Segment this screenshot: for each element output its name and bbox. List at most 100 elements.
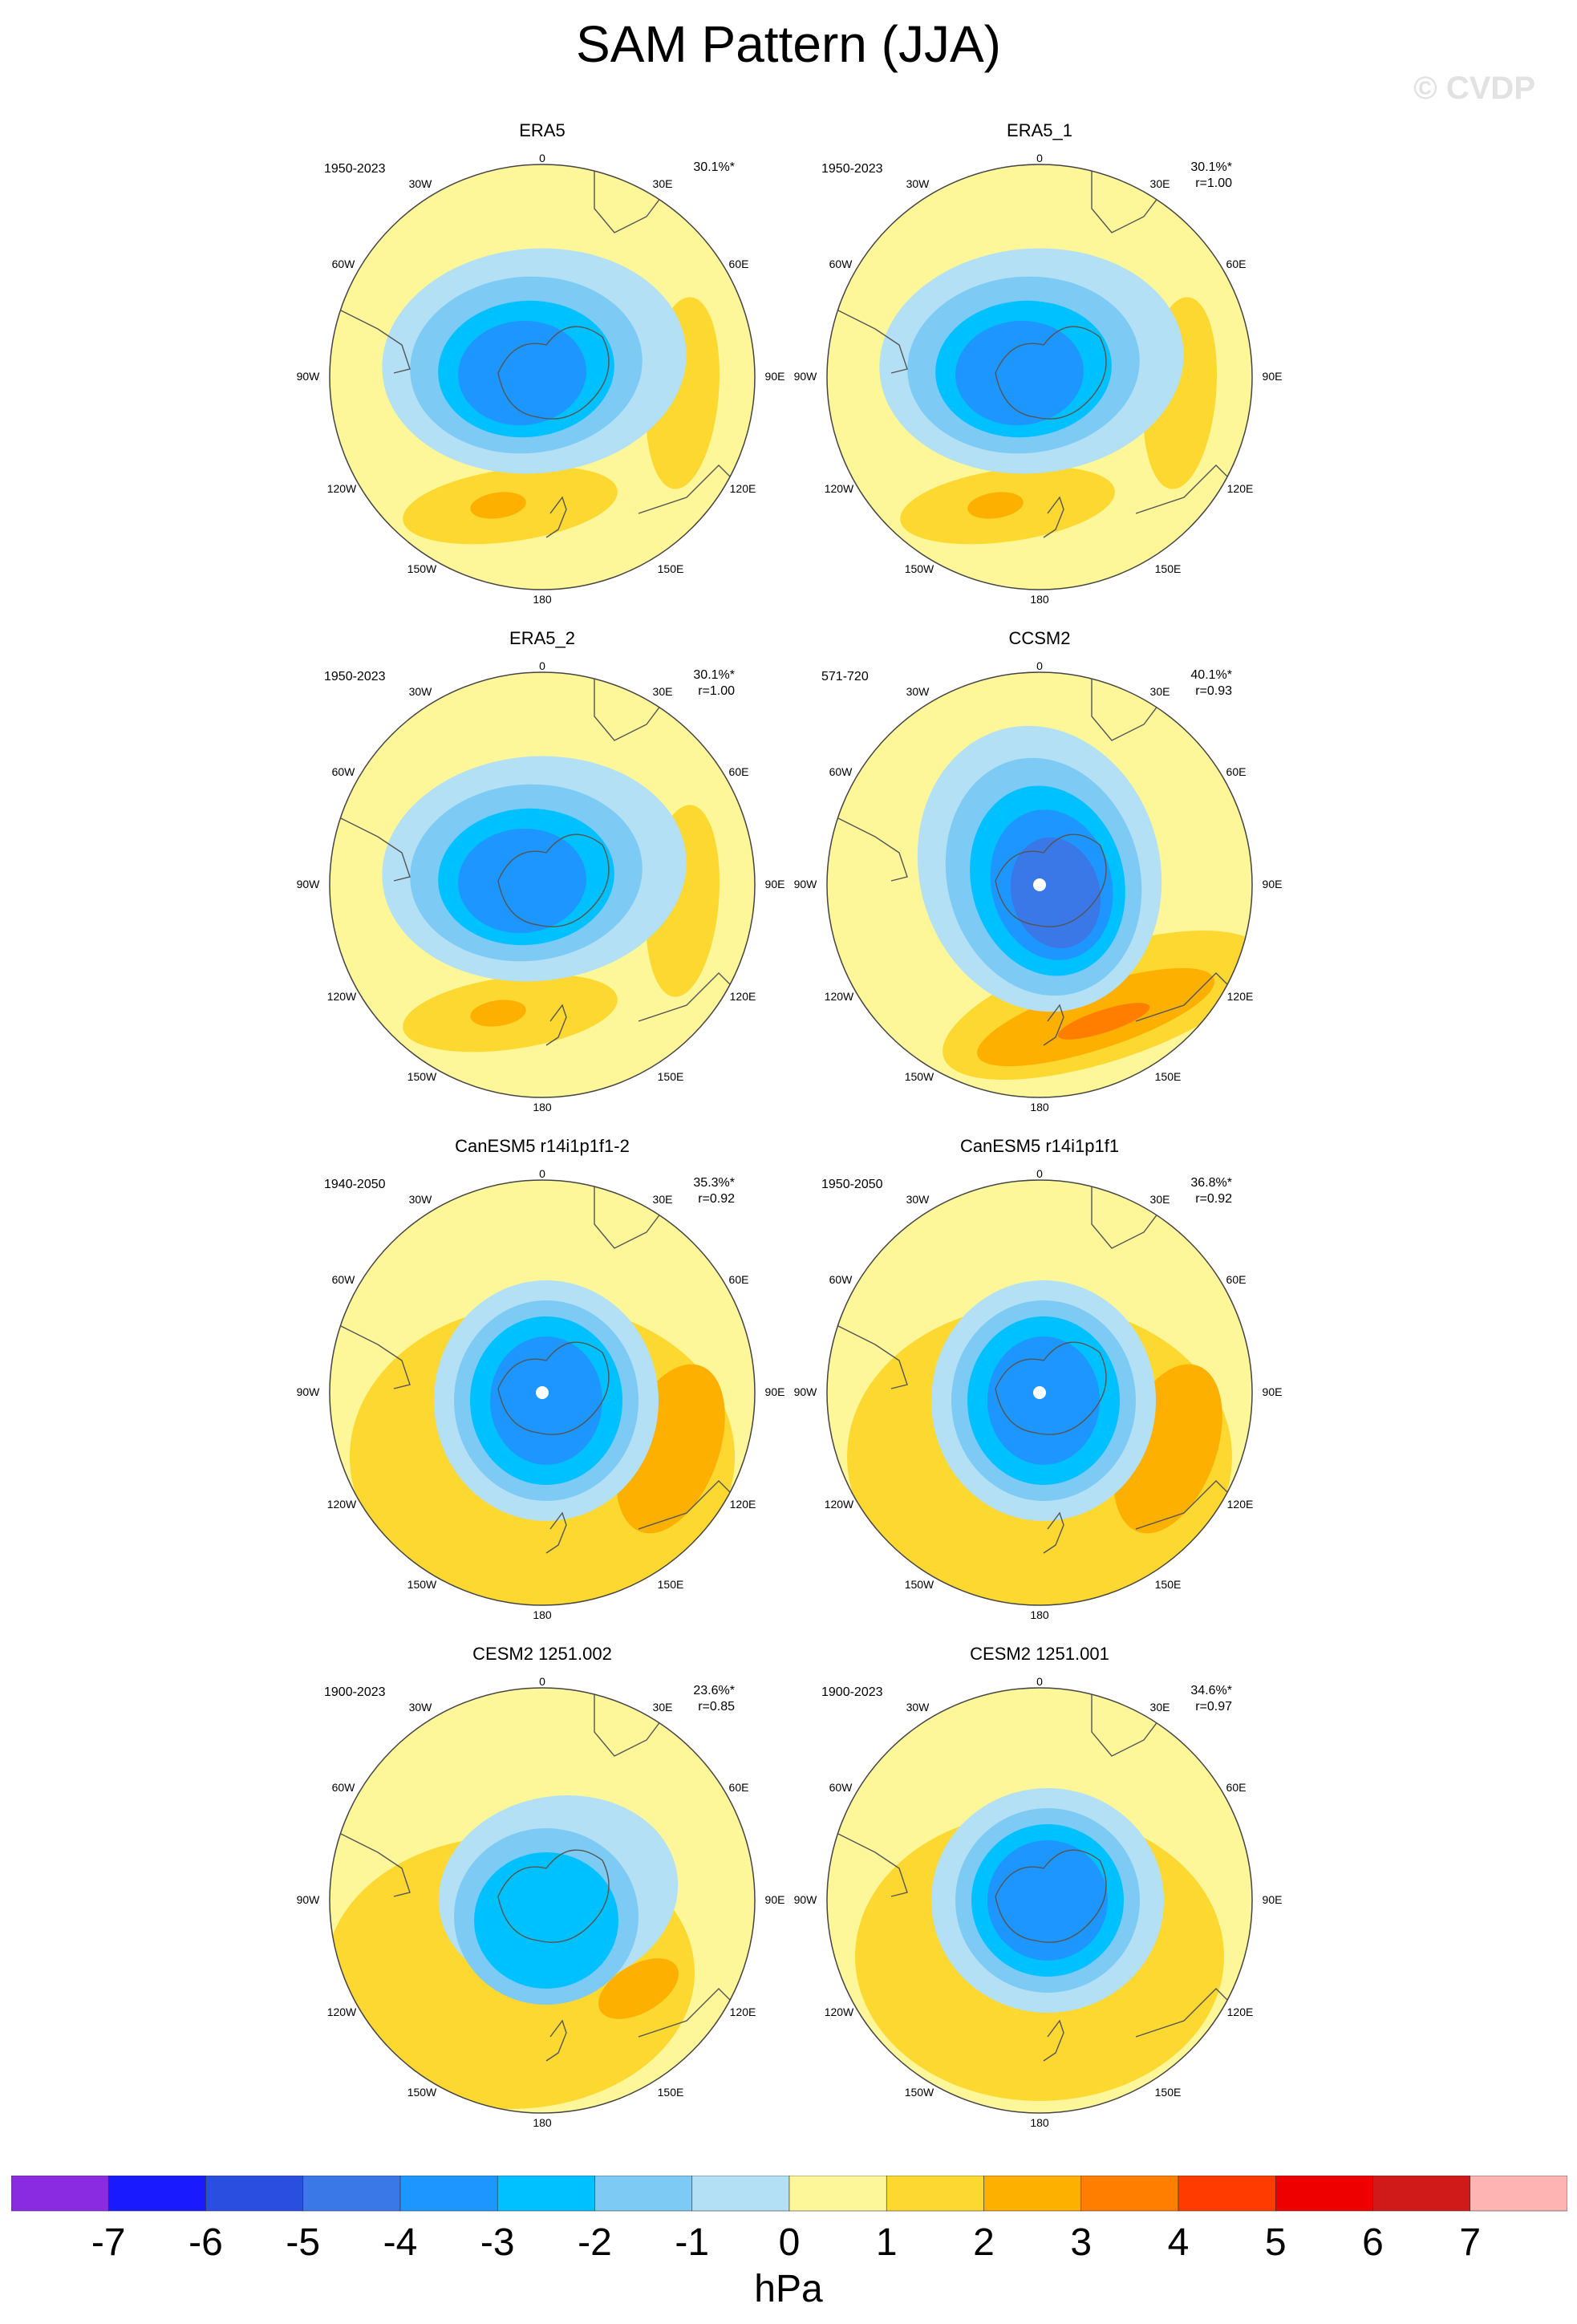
antarctica-coastline bbox=[995, 326, 1107, 420]
positive-anomaly-contour bbox=[470, 1000, 526, 1027]
longitude-label: 150E bbox=[657, 562, 684, 575]
longitude-label: 180 bbox=[533, 2116, 552, 2129]
longitude-label: 0 bbox=[1036, 1167, 1043, 1180]
longitude-label: 120E bbox=[729, 1498, 756, 1511]
longitude-label: 60E bbox=[1226, 765, 1247, 778]
colorbar-swatch bbox=[1178, 2176, 1276, 2212]
map-border bbox=[826, 1179, 1253, 1606]
longitude-label: 180 bbox=[1030, 2116, 1049, 2129]
longitude-label: 30E bbox=[652, 685, 673, 698]
longitude-label: 0 bbox=[539, 1167, 545, 1180]
map-border bbox=[329, 1687, 756, 2114]
time-period: 1900-2023 bbox=[324, 1685, 386, 1699]
longitude-label: 30E bbox=[652, 1701, 673, 1714]
colorbar-swatch bbox=[886, 2176, 984, 2212]
new-zealand-coastline bbox=[545, 2019, 567, 2062]
colorbar-swatch bbox=[205, 2176, 304, 2212]
longitude-label: 0 bbox=[539, 659, 545, 672]
longitude-label: 90W bbox=[296, 1893, 320, 1906]
longitude-label: 120W bbox=[326, 482, 357, 495]
panel-title: CCSM2 bbox=[1008, 628, 1071, 648]
colorbar-swatch bbox=[594, 2176, 693, 2212]
new-zealand-coastline bbox=[1043, 2019, 1064, 2062]
longitude-label: 60E bbox=[728, 765, 749, 778]
antarctica-coastline bbox=[995, 1341, 1107, 1435]
south-america-coastline bbox=[330, 1827, 411, 1897]
longitude-label: 30E bbox=[1149, 1193, 1170, 1206]
map-border bbox=[826, 164, 1253, 590]
longitude-label: 120E bbox=[1226, 482, 1254, 495]
longitude-label: 150W bbox=[904, 562, 934, 575]
colorbar-tick-label: 7 bbox=[1459, 2221, 1482, 2264]
polar-map bbox=[826, 1687, 1253, 2114]
panel-title: ERA5 bbox=[519, 120, 566, 140]
longitude-label: 150E bbox=[657, 1578, 684, 1591]
map-border bbox=[329, 1179, 756, 1606]
pattern-correlation: r=1.00 bbox=[698, 684, 735, 698]
longitude-label: 150W bbox=[904, 1070, 934, 1083]
pole-marker bbox=[1033, 878, 1046, 891]
longitude-label: 150W bbox=[407, 1070, 437, 1083]
pattern-correlation: r=0.92 bbox=[698, 1192, 735, 1206]
longitude-label: 120W bbox=[824, 990, 854, 1003]
longitude-label: 90W bbox=[793, 1893, 817, 1906]
antarctica-coastline bbox=[995, 833, 1107, 927]
longitude-label: 60E bbox=[728, 1273, 749, 1286]
longitude-label: 150E bbox=[1154, 1578, 1182, 1591]
pattern-correlation: r=0.85 bbox=[698, 1700, 735, 1714]
map-border bbox=[329, 164, 756, 590]
polar-map bbox=[329, 1179, 756, 1606]
map-panel: ERA5_1 1950-2023 30.1%* r=1.00 0 30E 60E 90E 120… bbox=[497, 120, 1577, 629]
longitude-label: 60E bbox=[1226, 258, 1247, 270]
variance-explained: 30.1%* bbox=[1190, 160, 1232, 174]
negative-anomaly-contour bbox=[458, 320, 586, 426]
longitude-label: 60E bbox=[1226, 1781, 1247, 1794]
positive-anomaly-contour bbox=[1057, 1003, 1150, 1040]
time-period: 1950-2023 bbox=[821, 162, 883, 176]
map-panel: ERA5 1950-2023 30.1%* 0 30E 60E 90E 120E 150E 180… bbox=[0, 120, 1084, 629]
colorbar-tick-label: -1 bbox=[675, 2221, 710, 2264]
longitude-label: 90E bbox=[764, 878, 785, 890]
pole-marker bbox=[536, 1386, 549, 1399]
colorbar-tick-label: -6 bbox=[189, 2221, 223, 2264]
colorbar-swatch bbox=[399, 2176, 498, 2212]
colorbar-tick-label: 0 bbox=[778, 2221, 801, 2264]
colorbar-swatch bbox=[497, 2176, 595, 2212]
colorbar-tick-label: -2 bbox=[578, 2221, 612, 2264]
longitude-label: 60W bbox=[829, 258, 853, 270]
longitude-label: 150W bbox=[407, 1578, 437, 1591]
colorbar-swatch bbox=[302, 2176, 401, 2212]
map-panel: CanESM5 r14i1p1f1 1950-2050 36.8%* r=0.92 0 3… bbox=[497, 1136, 1577, 1645]
longitude-label: 30W bbox=[408, 177, 432, 190]
longitude-label: 90E bbox=[764, 1893, 785, 1906]
watermark: © CVDP bbox=[1413, 71, 1535, 106]
longitude-label: 30E bbox=[1149, 685, 1170, 698]
longitude-label: 150E bbox=[1154, 1070, 1182, 1083]
africa-coastline bbox=[1091, 1180, 1169, 1249]
colorbar-swatch bbox=[11, 2176, 109, 2212]
colorbar-tick-label: 6 bbox=[1362, 2221, 1384, 2264]
longitude-label: 90W bbox=[296, 1385, 320, 1398]
antarctica-coastline bbox=[497, 1341, 610, 1435]
longitude-label: 30W bbox=[408, 685, 432, 698]
polar-map bbox=[826, 1179, 1253, 1606]
map-border bbox=[826, 671, 1253, 1098]
longitude-label: 120W bbox=[824, 482, 854, 495]
colorbar-tick-label: 1 bbox=[875, 2221, 898, 2264]
antarctica-coastline bbox=[497, 326, 610, 420]
variance-explained: 36.8%* bbox=[1190, 1176, 1232, 1190]
longitude-label: 150E bbox=[657, 2086, 684, 2099]
south-america-coastline bbox=[827, 812, 908, 882]
longitude-label: 150E bbox=[657, 1070, 684, 1083]
colorbar-tick-label: -5 bbox=[286, 2221, 321, 2264]
longitude-label: 0 bbox=[1036, 152, 1043, 164]
longitude-label: 120E bbox=[729, 482, 756, 495]
longitude-label: 60W bbox=[331, 1273, 355, 1286]
panel-title: ERA5_1 bbox=[1007, 120, 1072, 140]
positive-anomaly-contour bbox=[598, 1958, 679, 2019]
longitude-label: 90E bbox=[1262, 878, 1283, 890]
longitude-label: 120W bbox=[326, 990, 357, 1003]
positive-anomaly-contour bbox=[967, 492, 1024, 519]
longitude-label: 180 bbox=[533, 1101, 552, 1113]
variance-explained: 30.1%* bbox=[693, 160, 735, 174]
